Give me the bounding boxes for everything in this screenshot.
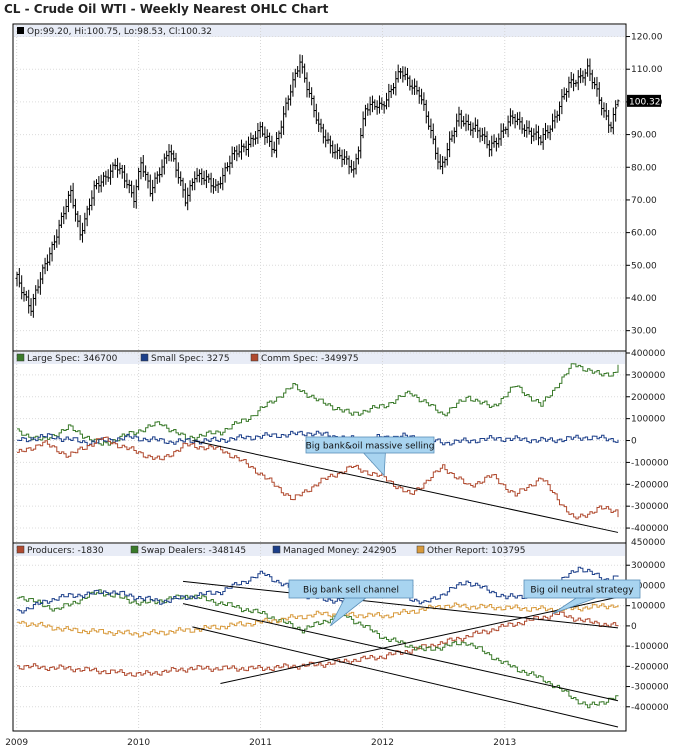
legend-entry: Large Spec: 346700: [27, 354, 118, 364]
legend-swatch: [140, 353, 149, 362]
series-line-producers: [17, 611, 619, 677]
trendline: [192, 440, 619, 533]
y-tick-label: -300000: [631, 683, 669, 693]
y-tick-label: 200000: [631, 393, 666, 403]
y-tick-label: -400000: [631, 524, 669, 534]
legend-swatch: [17, 27, 24, 34]
annotation-box: [305, 436, 435, 454]
legend-entry: Small Spec: 3275: [151, 354, 230, 364]
series-line-comm-spec: [17, 436, 619, 520]
y-tick-label: 300000: [631, 371, 666, 381]
x-tick-label: 2012: [371, 738, 394, 748]
legend-entry: Other Report: 103795: [427, 546, 526, 556]
y-tick-label: 70.00: [631, 196, 657, 206]
hedger-legend-bar: [14, 544, 625, 556]
x-tick-label: 2011: [249, 738, 272, 748]
y-tick-label: 400000: [631, 349, 666, 359]
legend-entry: Comm Spec: -349975: [261, 354, 359, 364]
legend-swatch: [272, 545, 281, 554]
x-tick-label: 2009: [5, 738, 28, 748]
annotation-callout: Big bank&oil massive selling: [305, 436, 435, 477]
legend-swatch: [16, 353, 25, 362]
y-tick-label: -400000: [631, 703, 669, 713]
trendline: [182, 603, 619, 702]
trendline: [192, 626, 619, 728]
chart-title: CL - Crude Oil WTI - Weekly Nearest OHLC…: [4, 2, 329, 16]
x-tick-label: 2013: [493, 738, 516, 748]
annotation-callout: Big oil neutral strategy: [523, 579, 641, 615]
y-tick-label: -300000: [631, 502, 669, 512]
last-price-label: 100.32: [629, 97, 661, 107]
y-tick-label: -200000: [631, 662, 669, 672]
y-tick-label: 60.00: [631, 229, 657, 239]
y-tick-label: 0: [631, 437, 637, 447]
last-price-box: [627, 94, 661, 107]
y-tick-label: -200000: [631, 480, 669, 490]
annotation-box: [523, 579, 641, 599]
trendline: [220, 597, 616, 685]
legend-swatch: [16, 545, 25, 554]
legend-entry: Swap Dealers: -348145: [141, 546, 246, 556]
legend-entry: Managed Money: 242905: [283, 546, 397, 556]
y-tick-label: 80.00: [631, 163, 657, 173]
y-tick-label: 110.00: [631, 65, 663, 75]
y-tick-label: 120.00: [631, 33, 663, 43]
price-panel: [12, 23, 627, 352]
y-top-label: 450000: [631, 538, 666, 548]
legend-swatch: [250, 353, 259, 362]
annotation-box: [288, 579, 414, 599]
series-line-other-report: [17, 602, 619, 638]
annotation-text: Big oil neutral strategy: [530, 586, 634, 596]
legend-swatch: [130, 545, 139, 554]
annotation-text: Big bank&oil massive selling: [306, 442, 435, 452]
y-tick-label: 30.00: [631, 327, 657, 337]
ohlc-bar: [614, 100, 618, 122]
legend-entry: Op:99.20, Hi:100.75, Lo:98.53, Cl:100.32: [27, 27, 212, 37]
series-line-small-spec: [17, 430, 619, 447]
y-tick-label: 100000: [631, 415, 666, 425]
spec-legend-bar: [14, 352, 625, 364]
legend-entry: Producers: -1830: [27, 546, 104, 556]
y-tick-label: -100000: [631, 458, 669, 468]
y-tick-label: -100000: [631, 642, 669, 652]
y-tick-label: 50.00: [631, 261, 657, 271]
annotation-text: Big bank sell channel: [303, 586, 399, 596]
legend-swatch: [416, 545, 425, 554]
trendline: [182, 580, 619, 629]
y-tick-label: 40.00: [631, 294, 657, 304]
annotation-callout: Big bank sell channel: [288, 579, 414, 627]
x-tick-label: 2010: [127, 738, 150, 748]
hedger-panel: [12, 542, 627, 732]
y-tick-label: 100000: [631, 602, 666, 612]
y-tick-label: 200000: [631, 581, 666, 591]
y-tick-label: 0: [631, 622, 637, 632]
y-tick-label: 90.00: [631, 131, 657, 141]
ohlc-bar: [616, 99, 620, 107]
y-tick-label: 300000: [631, 561, 666, 571]
price-legend-bar: [14, 25, 625, 37]
